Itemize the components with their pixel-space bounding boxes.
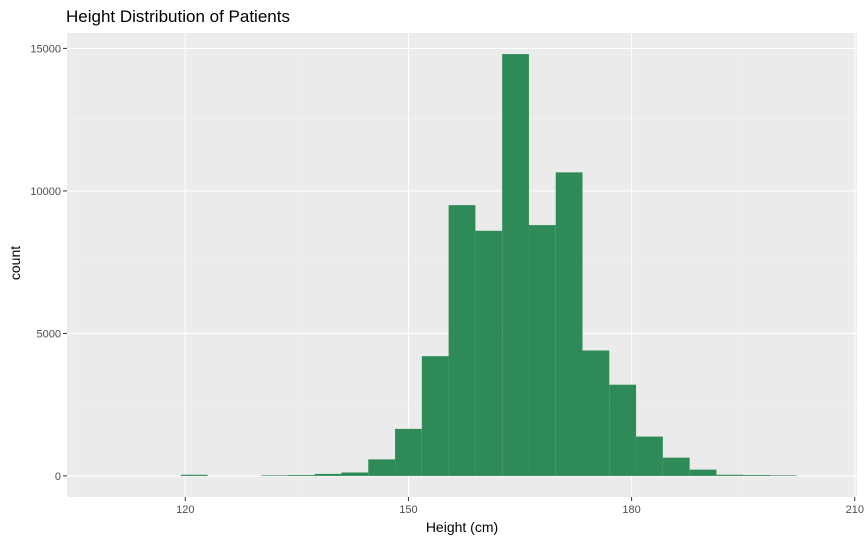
y-axis-title: count [7, 246, 23, 280]
histogram-bar [475, 230, 503, 476]
y-tick-label: 10000 [30, 186, 61, 198]
y-tick-label: 15000 [30, 43, 61, 55]
chart-title: Height Distribution of Patients [66, 7, 290, 26]
y-tick-label: 0 [55, 471, 61, 483]
histogram-bar [528, 225, 556, 476]
histogram-bar [609, 384, 637, 476]
x-tick-label: 150 [399, 504, 417, 516]
histogram-bar [502, 54, 529, 476]
histogram-bar [582, 350, 610, 476]
histogram-bar [261, 475, 288, 476]
histogram-bar [448, 205, 476, 476]
x-tick-label: 180 [622, 504, 640, 516]
bars [180, 54, 797, 476]
histogram-bar [555, 172, 583, 476]
y-tick-label: 5000 [37, 328, 61, 340]
histogram-bar [689, 469, 717, 476]
x-axis-title: Height (cm) [426, 519, 498, 535]
histogram-bar [421, 356, 449, 476]
histogram-bar [769, 475, 797, 476]
histogram-bar [314, 473, 342, 476]
y-axis-ticks: 0 5000 10000 15000 [30, 43, 67, 483]
histogram-bar [180, 474, 208, 476]
x-axis-ticks: 120 150 180 210 [176, 497, 864, 516]
x-tick-label: 210 [846, 504, 864, 516]
histogram-bar [395, 428, 422, 476]
histogram-bar [368, 459, 396, 476]
histogram-bar [287, 475, 315, 476]
histogram-bar [636, 436, 663, 476]
histogram-bar [743, 475, 770, 476]
histogram-bar [716, 474, 744, 476]
histogram-bar [341, 472, 369, 476]
histogram-bar [662, 457, 690, 476]
x-tick-label: 120 [176, 504, 194, 516]
